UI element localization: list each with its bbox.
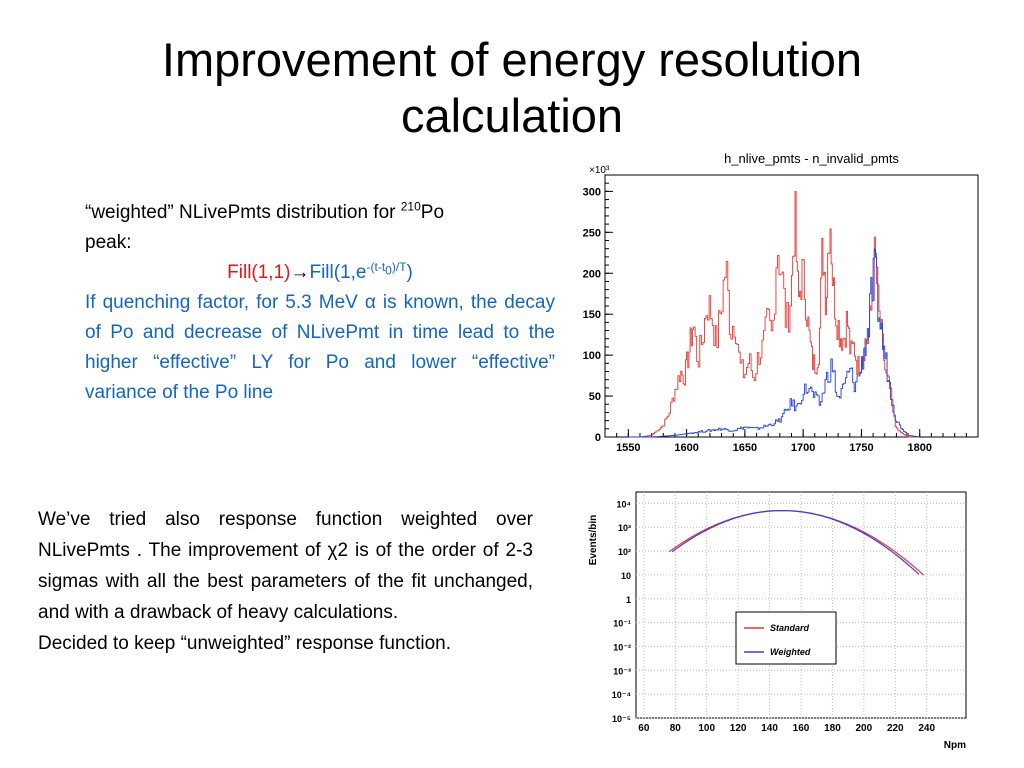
chart2-y-tick-label: 10⁻³ (613, 666, 631, 676)
chart2-x-tick-label: 240 (918, 723, 935, 734)
chart2-y-tick-label: 10⁻⁴ (612, 690, 631, 700)
title-line-1: Improvement of energy resolution (161, 33, 863, 86)
chart2-legend-label: Weighted (770, 647, 811, 657)
chart2-y-tick-label: 1 (626, 595, 631, 605)
fill-formula: Fill(1,1)→Fill(1,e-(t-t0)/T) (85, 258, 555, 288)
chart2-y-tick-label: 10³ (618, 523, 631, 533)
chart2-series-weighted (671, 510, 920, 575)
response-paragraph-2: Decided to keep “unweighted” response fu… (38, 633, 451, 654)
chart1-series-2 (628, 248, 920, 438)
chart2-x-tick-label: 60 (638, 723, 650, 734)
chart2-x-tick-label: 220 (887, 723, 904, 734)
slide-title: Improvement of energy resolution calcula… (40, 32, 984, 144)
chart1-x-tick-label: 1800 (907, 442, 931, 454)
response-paragraph-1: We’ve tried also response function weigh… (38, 509, 533, 623)
chart1-x-tick-label: 1550 (616, 442, 640, 454)
fill-old: Fill(1,1) (227, 262, 291, 283)
chart1-x-tick-label: 1700 (791, 442, 815, 454)
chart1-y-tick-label: 250 (583, 227, 601, 239)
chart1-y-tick-label: 150 (583, 309, 601, 321)
chart2-y-tick-label: 10 (621, 571, 631, 581)
chart2-legend-label: Standard (770, 623, 810, 633)
chart2-y-tick-label: 10⁴ (617, 499, 631, 509)
chart1-y-multiplier: ×10³ (589, 165, 610, 176)
chart2-legend (735, 611, 837, 665)
chart1-series-1 (628, 191, 920, 438)
title-line-2: calculation (400, 89, 624, 142)
chart2-y-tick-label: 10⁻² (613, 642, 631, 652)
response-function-text: We’ve tried also response function weigh… (38, 504, 533, 659)
chart2-x-tick-label: 80 (670, 723, 682, 734)
intro-line-2: peak: (85, 232, 132, 253)
chart2-x-tick-label: 160 (793, 723, 810, 734)
arrow-icon: → (290, 262, 310, 283)
chart2-x-tick-label: 100 (698, 723, 715, 734)
chart1-x-tick-label: 1750 (849, 442, 873, 454)
chart1-x-tick-label: 1650 (733, 442, 757, 454)
chart2-x-tick-label: 140 (761, 723, 778, 734)
chart2-y-tick-label: 10⁻¹ (613, 619, 631, 629)
chart2-x-tick-label: 180 (824, 723, 841, 734)
response-function-plot: 60 80 100 120 140 160 180 200 220 240 10⁻⁵ 10⁻⁴ 10⁻³… (588, 491, 967, 751)
chart1-y-tick-label: 0 (595, 432, 601, 444)
chart1-title: h_nlive_pmts - n_invalid_pmts (724, 151, 899, 166)
nlive-pmts-histogram: h_nlive_pmts - n_invalid_pmts ×10³ 0 50 100 1… (583, 151, 979, 454)
chart2-y-label: Events/bin (588, 515, 599, 566)
chart2-x-label: Npm (944, 740, 966, 751)
chart2-x-tick-label: 200 (856, 723, 873, 734)
chart1-y-tick-label: 100 (583, 350, 601, 362)
fill-new: Fill(1,e-(t-t0)/T) (309, 259, 413, 283)
chart2-x-tick-label: 120 (730, 723, 747, 734)
chart1-y-tick-label: 50 (589, 391, 601, 403)
chart1-x-tick-label: 1600 (674, 442, 698, 454)
weighted-description: “weighted” NLivePmts distribution for 21… (85, 198, 555, 408)
intro-line: “weighted” NLivePmts distribution for 21… (85, 199, 445, 223)
chart2-y-tick-label: 10² (618, 547, 631, 557)
chart1-y-tick-label: 200 (583, 268, 601, 280)
chart1-y-tick-label: 300 (583, 186, 601, 198)
chart2-y-tick-label: 10⁻⁵ (612, 714, 631, 724)
quenching-paragraph: If quenching factor, for 5.3 MeV α is kn… (85, 292, 555, 403)
